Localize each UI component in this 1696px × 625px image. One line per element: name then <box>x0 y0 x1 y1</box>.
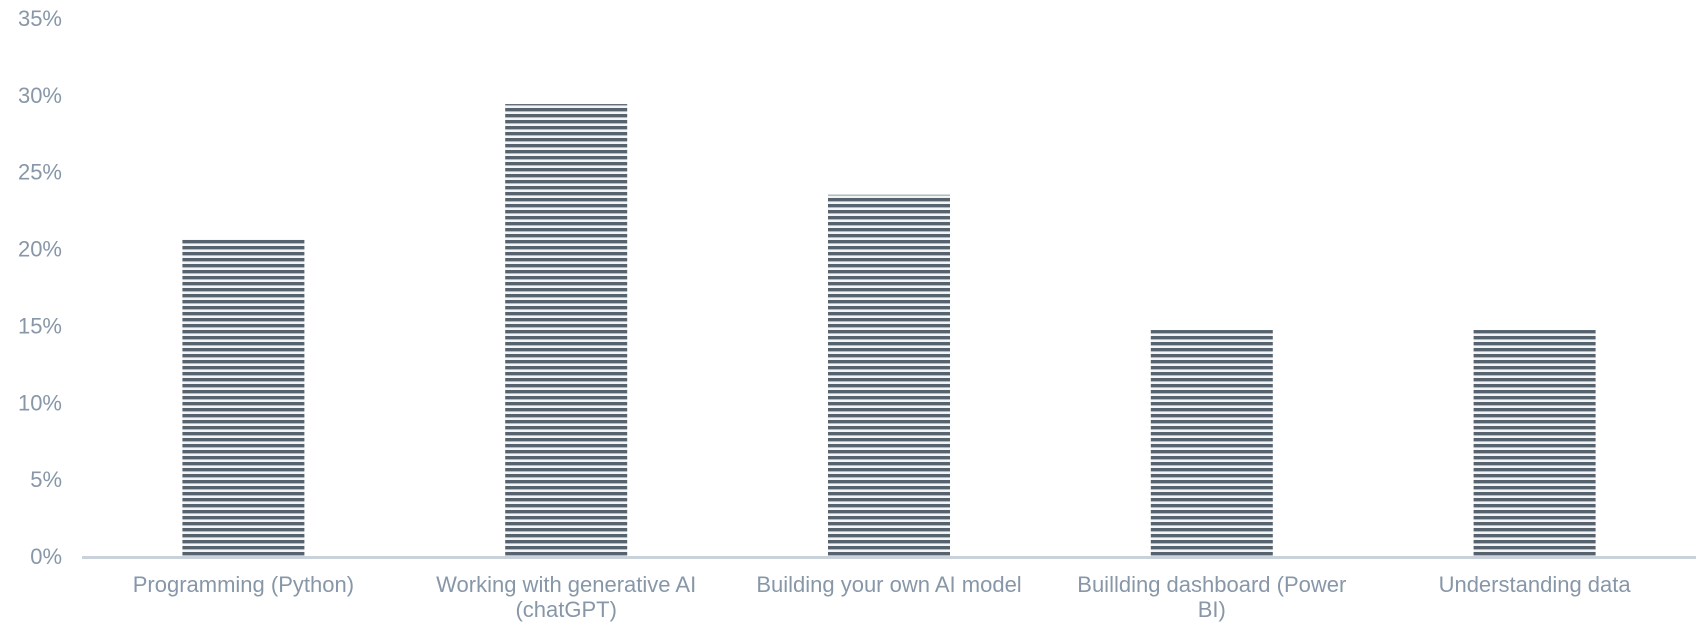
bar <box>1473 330 1596 556</box>
bar <box>828 194 950 556</box>
y-tick-label: 20% <box>18 237 62 262</box>
bar <box>1150 330 1273 556</box>
bar <box>505 104 628 556</box>
x-category-label: Buillding dashboard (Power BI) <box>1077 572 1346 622</box>
x-category-label: Working with generative AI (chatGPT) <box>436 572 696 622</box>
y-tick-label: 0% <box>30 544 62 569</box>
x-axis: Programming (Python) Working with generat… <box>82 556 1696 622</box>
x-category-label-line: (chatGPT) <box>515 597 616 622</box>
x-category-label-line: Programming (Python) <box>133 572 354 597</box>
bars <box>182 104 1596 556</box>
y-tick-label: 10% <box>18 390 62 415</box>
y-tick-label: 15% <box>18 313 62 338</box>
y-tick-label: 35% <box>18 6 62 31</box>
x-category-label-line: Working with generative AI <box>436 572 696 597</box>
y-tick-label: 5% <box>30 467 62 492</box>
x-category-label-line: Building your own AI model <box>756 572 1021 597</box>
x-category-label-line: BI) <box>1198 597 1226 622</box>
y-tick-label: 30% <box>18 83 62 108</box>
y-tick-label: 25% <box>18 160 62 185</box>
x-category-label: Programming (Python) <box>133 572 354 597</box>
x-category-label: Building your own AI model <box>756 572 1021 597</box>
x-category-label: Understanding data <box>1439 572 1632 597</box>
x-category-label-line: Buillding dashboard (Power <box>1077 572 1346 597</box>
bar <box>182 239 305 556</box>
y-axis: 0% 5% 10% 15% 20% 25% 30% 35% <box>18 6 62 569</box>
x-category-label-line: Understanding data <box>1439 572 1632 597</box>
